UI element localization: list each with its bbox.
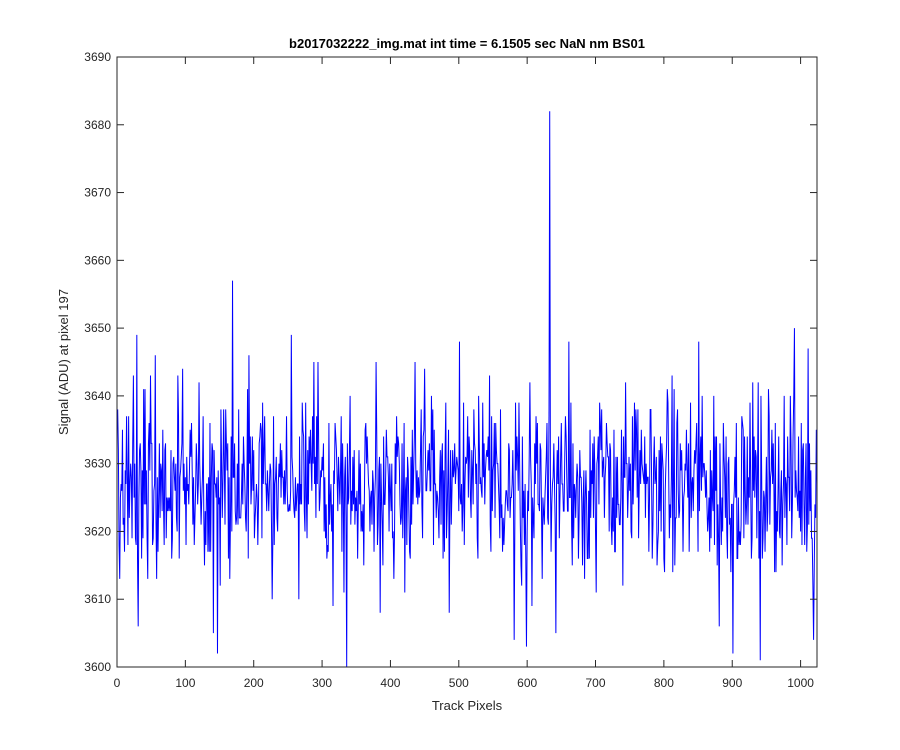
y-axis-label: Signal (ADU) at pixel 197 xyxy=(56,289,71,435)
x-tick-label: 400 xyxy=(380,676,400,690)
ticks-layer: 0 100 200 300 400 500 600 700 800 900 1000 3600 3610… xyxy=(84,50,817,690)
y-tick-label: 3600 xyxy=(84,660,111,674)
x-tick-label: 800 xyxy=(654,676,674,690)
x-axis-label: Track Pixels xyxy=(432,698,503,713)
y-tick-label: 3660 xyxy=(84,253,111,267)
y-tick-label: 3680 xyxy=(84,118,111,132)
x-tick-label: 300 xyxy=(312,676,332,690)
x-tick-label: 0 xyxy=(114,676,121,690)
y-tick-label: 3640 xyxy=(84,389,111,403)
x-tick-label: 1000 xyxy=(787,676,814,690)
y-tick-label: 3630 xyxy=(84,457,111,471)
series-layer xyxy=(117,111,818,668)
y-tick-label: 3610 xyxy=(84,592,111,606)
plot-frame xyxy=(116,56,818,668)
x-tick-label: 200 xyxy=(244,676,264,690)
x-tick-label: 600 xyxy=(517,676,537,690)
x-tick-label: 900 xyxy=(722,676,742,690)
x-tick-label: 100 xyxy=(175,676,195,690)
x-tick-label: 500 xyxy=(449,676,469,690)
plot-area xyxy=(117,57,817,667)
y-tick-label: 3690 xyxy=(84,50,111,64)
chart-title: b2017032222_img.mat int time = 6.1505 se… xyxy=(289,36,645,51)
y-tick-label: 3650 xyxy=(84,321,111,335)
series-line xyxy=(117,111,818,668)
x-tick-label: 700 xyxy=(586,676,606,690)
y-tick-label: 3620 xyxy=(84,524,111,538)
y-tick-label: 3670 xyxy=(84,186,111,200)
